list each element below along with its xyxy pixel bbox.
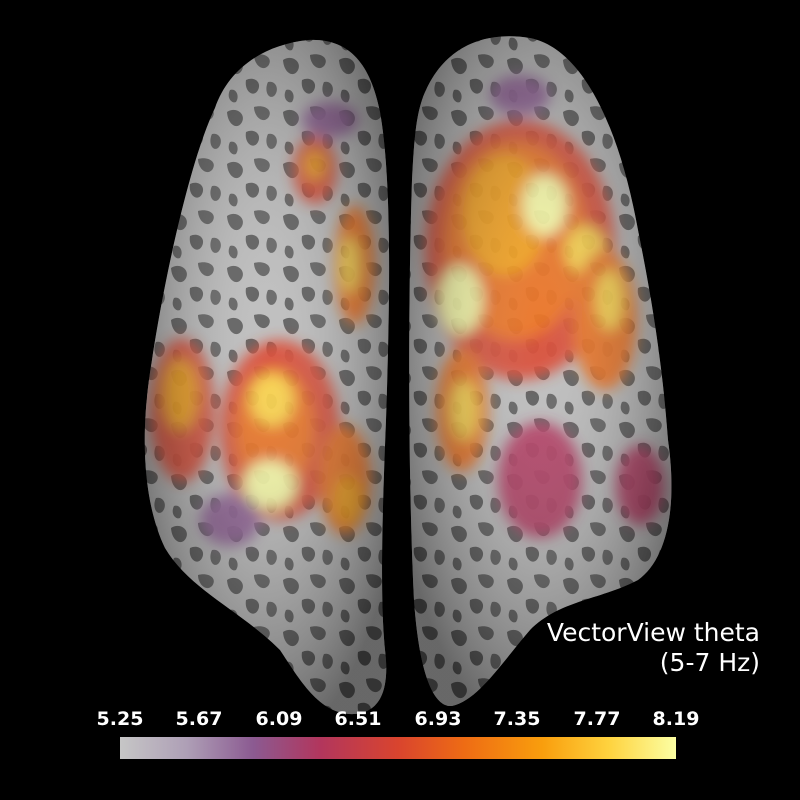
colorbar-tick: 7.35 <box>493 708 541 730</box>
colorbar-tick-labels: 5.25 5.67 6.09 6.51 6.93 7.35 7.77 8.19 <box>0 708 800 734</box>
right-hemisphere <box>409 36 672 707</box>
colorbar-tick: 5.67 <box>175 708 223 730</box>
colorbar <box>120 737 676 759</box>
colorbar-tick: 7.77 <box>573 708 621 730</box>
title-line-2: (5-7 Hz) <box>659 648 760 677</box>
colorbar-tick: 6.93 <box>414 708 462 730</box>
left-hemisphere <box>144 39 390 715</box>
colorbar-tick: 5.25 <box>96 708 144 730</box>
colorbar-tick: 8.19 <box>652 708 700 730</box>
colorbar-tick: 6.09 <box>255 708 303 730</box>
colorbar-tick: 6.51 <box>334 708 382 730</box>
title-line-1: VectorView theta <box>546 618 760 647</box>
plot-title: VectorView theta (5-7 Hz) <box>547 618 760 678</box>
